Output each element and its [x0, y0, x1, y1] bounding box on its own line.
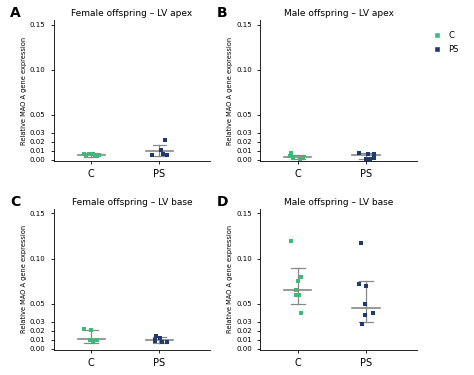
Point — [162, 136, 169, 142]
Point — [156, 335, 164, 341]
Point — [298, 310, 305, 316]
Point — [292, 287, 300, 293]
Point — [292, 292, 300, 298]
Text: C: C — [10, 195, 20, 209]
Point — [163, 339, 171, 345]
Point — [82, 153, 90, 159]
Y-axis label: Relative MAO A gene expression: Relative MAO A gene expression — [21, 225, 27, 333]
Y-axis label: Relative MAO A gene expression: Relative MAO A gene expression — [21, 36, 27, 144]
Y-axis label: Relative MAO A gene expression: Relative MAO A gene expression — [228, 36, 234, 144]
Point — [296, 156, 303, 162]
Point — [87, 327, 95, 333]
Point — [82, 152, 90, 158]
Point — [355, 150, 363, 156]
Point — [366, 156, 374, 162]
Point — [93, 337, 100, 343]
Point — [363, 156, 370, 162]
Point — [86, 337, 93, 343]
Point — [361, 301, 369, 307]
Text: A: A — [10, 6, 20, 20]
Point — [289, 155, 297, 161]
Point — [286, 153, 294, 159]
Point — [80, 326, 87, 332]
Point — [151, 338, 159, 344]
Point — [158, 339, 165, 345]
Point — [91, 152, 99, 157]
Point — [151, 337, 159, 343]
Point — [90, 338, 97, 344]
Point — [295, 292, 303, 298]
Point — [152, 333, 160, 339]
Point — [95, 152, 102, 158]
Point — [89, 151, 97, 157]
Point — [357, 240, 365, 246]
Point — [370, 151, 377, 157]
Point — [299, 154, 307, 160]
Title: Male offspring – LV base: Male offspring – LV base — [284, 198, 393, 207]
Point — [358, 321, 365, 327]
Text: B: B — [217, 6, 227, 20]
Point — [295, 278, 302, 284]
Point — [365, 156, 372, 162]
Point — [288, 237, 295, 243]
Title: Female offspring – LV apex: Female offspring – LV apex — [72, 9, 193, 18]
Point — [362, 283, 370, 289]
Legend: C, PS: C, PS — [429, 31, 459, 54]
Point — [157, 147, 165, 153]
Point — [85, 151, 93, 157]
Point — [355, 281, 363, 287]
Point — [297, 274, 305, 280]
Point — [287, 150, 295, 156]
Point — [370, 155, 378, 161]
Point — [364, 151, 372, 157]
Point — [159, 151, 166, 157]
Point — [361, 312, 368, 318]
Point — [148, 152, 155, 158]
Title: Female offspring – LV base: Female offspring – LV base — [72, 198, 192, 207]
Y-axis label: Relative MAO A gene expression: Relative MAO A gene expression — [228, 225, 234, 333]
Title: Male offspring – LV apex: Male offspring – LV apex — [284, 9, 394, 18]
Point — [80, 152, 88, 157]
Text: D: D — [217, 195, 228, 209]
Point — [163, 152, 171, 158]
Point — [370, 310, 377, 316]
